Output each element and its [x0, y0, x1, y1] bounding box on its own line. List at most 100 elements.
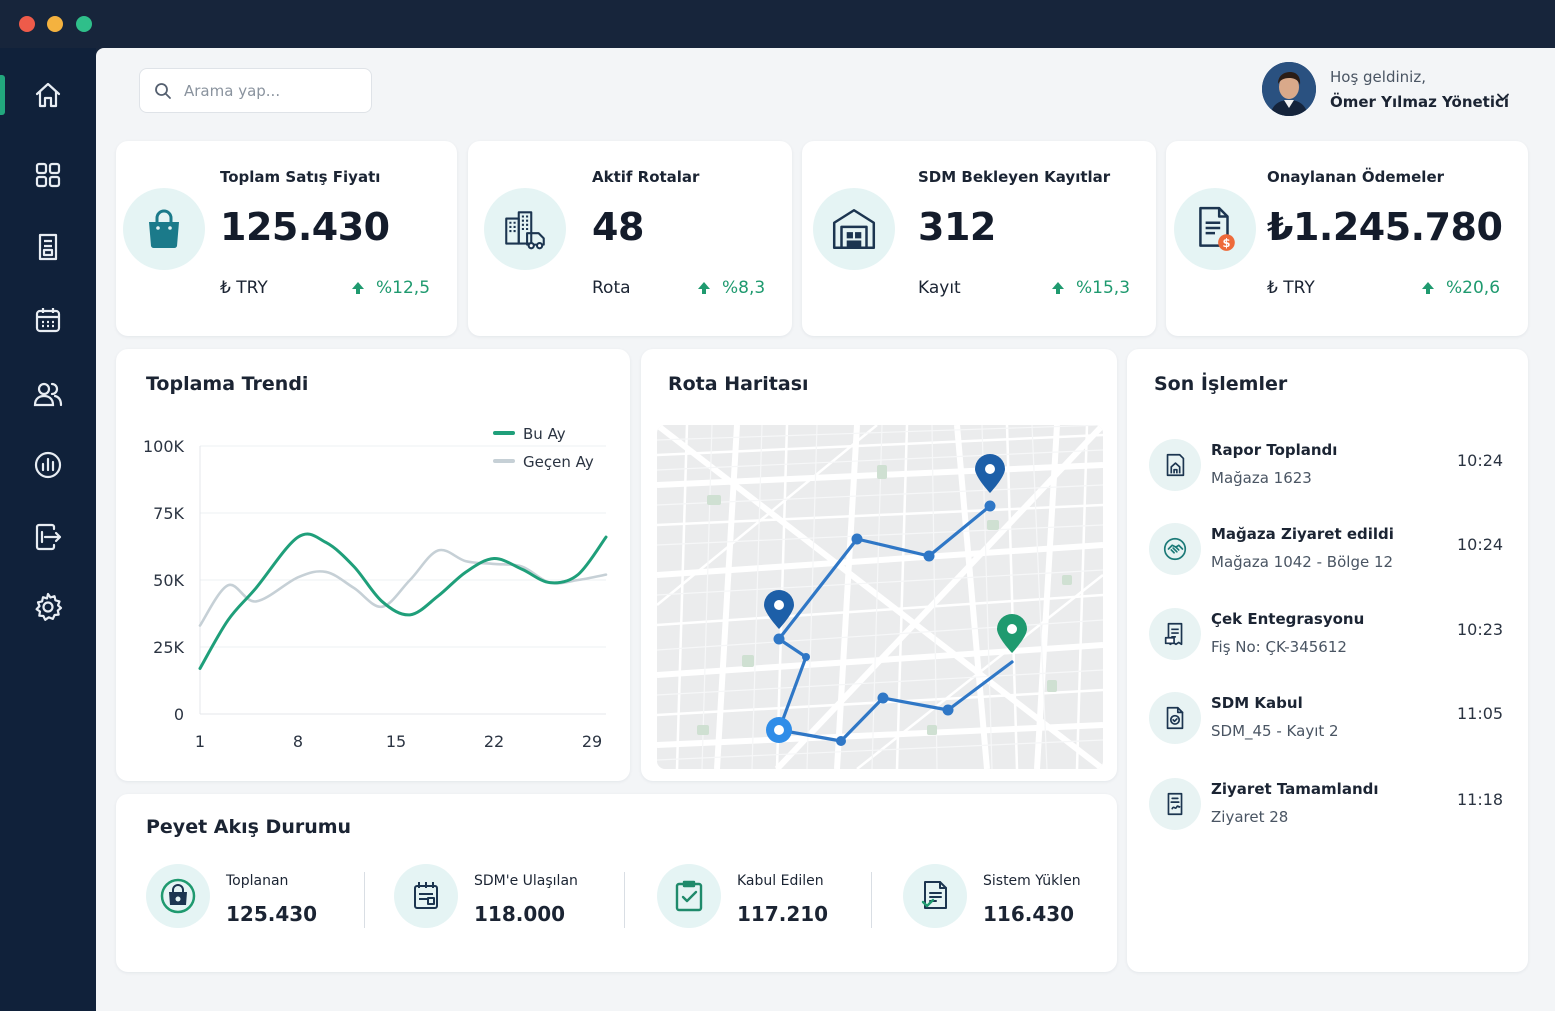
users-icon	[33, 382, 63, 407]
kpi-icon-wrap	[123, 188, 205, 270]
arrow-up-icon	[1052, 282, 1064, 294]
x-tick-label: 22	[484, 732, 504, 751]
gear-icon	[35, 592, 63, 621]
list-item[interactable]: SDM Kabul SDM_45 - Kayıt 2 11:05	[1149, 692, 1509, 752]
flow-value: 117.210	[737, 902, 829, 926]
transaction-subtitle: Mağaza 1042 - Bölge 12	[1211, 553, 1394, 571]
analytics-icon	[34, 451, 62, 479]
destination-pin-icon	[975, 454, 1005, 493]
receipt-icon	[1164, 622, 1183, 646]
sidebar-item-analytics[interactable]	[0, 437, 96, 493]
avatar[interactable]	[1262, 62, 1316, 116]
document-sign-icon	[1167, 792, 1183, 816]
flow-label: Toplanan	[226, 873, 289, 889]
home-icon	[35, 82, 61, 108]
kpi-icon-wrap	[813, 188, 895, 270]
legend-label: Bu Ay	[523, 425, 566, 443]
kpi-change-value: %12,5	[376, 278, 431, 298]
close-window-dot[interactable]	[19, 16, 35, 32]
divider	[364, 872, 365, 928]
kpi-change-value: %8,3	[722, 278, 766, 298]
sidebar-item-dashboard[interactable]	[0, 147, 96, 203]
list-item[interactable]: Ziyaret Tamamlandı Ziyaret 28 11:18	[1149, 778, 1509, 838]
kpi-value: ₺1.245.780	[1267, 205, 1503, 249]
sidebar-item-export[interactable]	[0, 509, 96, 565]
buildings-truck-icon	[505, 211, 545, 250]
transaction-time: 10:23	[1457, 620, 1504, 639]
register-icon	[414, 882, 438, 909]
y-tick-label: 0	[174, 705, 184, 724]
y-tick-label: 25K	[153, 638, 184, 657]
kpi-unit: ₺ TRY	[220, 278, 268, 298]
kpi-change-value: %15,3	[1076, 278, 1131, 298]
sidebar-item-calendar[interactable]	[0, 292, 96, 348]
waypoint-pin-icon	[764, 590, 794, 629]
sidebar-item-settings[interactable]	[0, 579, 96, 635]
icon-wrap	[657, 864, 721, 928]
transaction-time: 11:18	[1457, 790, 1504, 809]
divider	[871, 872, 872, 928]
search-bar[interactable]	[139, 68, 372, 113]
grid-icon	[35, 162, 61, 188]
kpi-value: 48	[592, 205, 644, 249]
transaction-title: Mağaza Ziyaret edildi	[1211, 525, 1394, 543]
collected-bag-icon	[160, 878, 196, 914]
list-item[interactable]: Mağaza Ziyaret edildi Mağaza 1042 - Bölg…	[1149, 523, 1509, 583]
arrow-up-icon	[352, 282, 364, 294]
document-check-icon	[1166, 706, 1184, 730]
kpi-icon-wrap: $	[1174, 188, 1256, 270]
transaction-title: Çek Entegrasyonu	[1211, 610, 1365, 628]
kpi-title: Toplam Satış Fiyatı	[220, 168, 381, 186]
icon-wrap	[1149, 608, 1201, 660]
icon-wrap	[1149, 692, 1201, 744]
trend-chart-title: Toplama Trendi	[146, 373, 309, 395]
transaction-title: Ziyaret Tamamlandı	[1211, 780, 1379, 798]
transaction-subtitle: Fiş No: ÇK-345612	[1211, 638, 1347, 656]
kpi-change: %8,3	[696, 278, 765, 298]
kpi-change: %12,5	[350, 278, 430, 298]
trend-line-chart: 100K 75K 50K 25K 01 8 15 22 29 Bu Ay Geçen Ay	[143, 425, 608, 751]
clipboard-check-icon	[675, 880, 703, 912]
sidebar-item-users[interactable]	[0, 366, 96, 422]
flow-value: 116.430	[983, 902, 1075, 926]
kpi-change: %15,3	[1050, 278, 1130, 298]
kpi-icon-wrap	[484, 188, 566, 270]
transaction-time: 10:24	[1457, 451, 1504, 470]
flow-status-title: Peyet Akış Durumu	[146, 816, 352, 838]
route-map[interactable]	[657, 425, 1103, 769]
maximize-window-dot[interactable]	[76, 16, 92, 32]
chevron-down-icon[interactable]	[1496, 90, 1510, 104]
route-map-card: Rota Haritası	[641, 349, 1117, 781]
transaction-subtitle: Mağaza 1623	[1211, 469, 1312, 487]
recent-transactions-card: Son İşlemler Rapor Toplandı Mağaza 1623 …	[1127, 349, 1528, 972]
recent-transactions-title: Son İşlemler	[1154, 373, 1288, 395]
icon-wrap	[146, 864, 210, 928]
minimize-window-dot[interactable]	[47, 16, 63, 32]
window-titlebar	[0, 0, 1555, 48]
user-name: Ömer Yılmaz Yönetici	[1330, 93, 1510, 111]
series-line-bu-ay	[198, 532, 608, 670]
x-tick-label: 29	[582, 732, 602, 751]
user-photo-icon	[1262, 62, 1316, 116]
kpi-title: Aktif Rotalar	[592, 168, 700, 186]
transaction-time: 10:24	[1457, 535, 1504, 554]
y-tick-label: 50K	[153, 571, 184, 590]
transaction-subtitle: SDM_45 - Kayıt 2	[1211, 722, 1339, 740]
arrow-up-icon	[698, 282, 710, 294]
list-item[interactable]: Rapor Toplandı Mağaza 1623 10:24	[1149, 439, 1509, 499]
kpi-value: 125.430	[220, 205, 390, 249]
y-tick-label: 100K	[143, 437, 185, 456]
search-input[interactable]	[184, 81, 354, 100]
shopping-bag-icon	[149, 209, 179, 249]
kpi-unit: Rota	[592, 278, 631, 298]
icon-wrap	[1149, 778, 1201, 830]
greeting-text: Hoş geldiniz,	[1330, 68, 1426, 86]
list-item[interactable]: Çek Entegrasyonu Fiş No: ÇK-345612 10:23	[1149, 608, 1509, 668]
sidebar-item-reports[interactable]	[0, 219, 96, 275]
kpi-title: SDM Bekleyen Kayıtlar	[918, 168, 1111, 186]
arrow-up-icon	[1422, 282, 1434, 294]
transaction-time: 11:05	[1457, 704, 1504, 723]
user-menu[interactable]: Hoş geldiniz, Ömer Yılmaz Yönetici	[1262, 62, 1522, 118]
icon-wrap	[1149, 439, 1201, 491]
sidebar-item-home[interactable]	[0, 67, 96, 123]
